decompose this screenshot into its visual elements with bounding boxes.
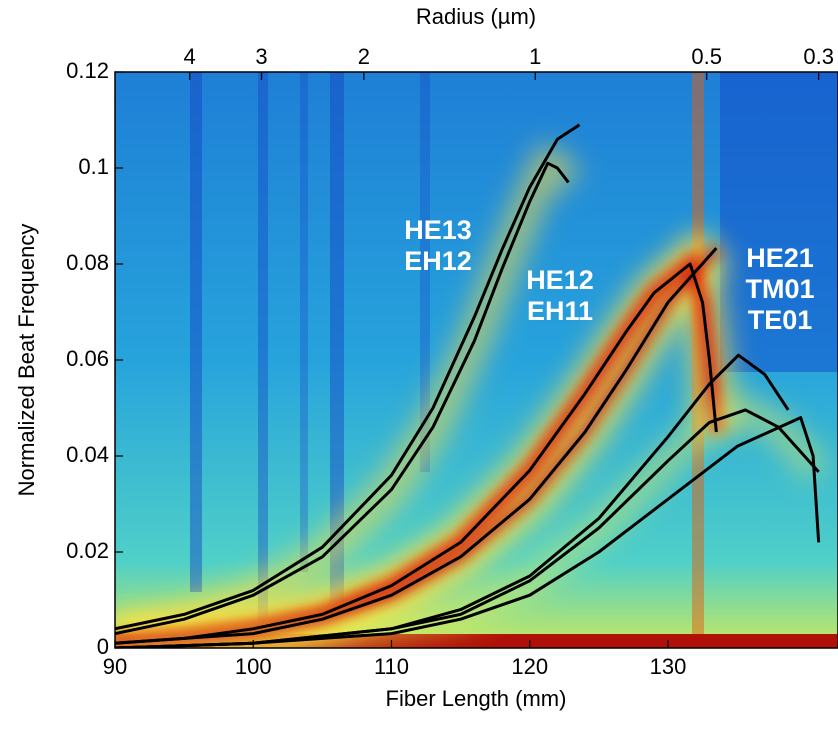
x2-tick-label: 0.5 (691, 44, 722, 69)
x-tick-label: 130 (650, 654, 687, 679)
mode-label: EH12 (404, 246, 472, 276)
x2-tick-label: 3 (255, 44, 267, 69)
x2-tick-label: 0.3 (803, 44, 834, 69)
mode-label: TM01 (745, 274, 814, 304)
x-tick-label: 100 (235, 654, 272, 679)
mode-label: HE12 (526, 265, 594, 295)
x2-tick-label: 2 (358, 44, 370, 69)
x-tick-label: 110 (374, 654, 409, 679)
y-tick-label: 0.12 (66, 58, 109, 83)
curve (115, 416, 821, 648)
y-tick-label: 0.04 (66, 442, 109, 467)
streak (420, 72, 430, 472)
x2-tick-label: 1 (529, 44, 541, 69)
y-tick-label: 0.1 (78, 154, 109, 179)
mode-label: HE13 (404, 215, 472, 245)
streak (720, 72, 838, 372)
x-axis-label: Fiber Length (mm) (386, 686, 567, 711)
streak (258, 72, 268, 622)
x-tick-label: 90 (103, 654, 127, 679)
streak (190, 72, 202, 592)
y-tick-label: 0.02 (66, 538, 109, 563)
curve (115, 408, 820, 648)
x2-axis-label: Radius (µm) (416, 4, 536, 29)
streak (300, 72, 308, 572)
curve (115, 247, 718, 645)
mode-label: EH11 (527, 296, 593, 326)
curve (115, 123, 581, 631)
y-tick-label: 0.08 (66, 250, 109, 275)
y-tick-label: 0.06 (66, 346, 109, 371)
mode-label: HE21 (746, 243, 814, 273)
y-tick-label: 0 (97, 634, 109, 659)
mode-label: TE01 (748, 305, 813, 335)
curves (115, 123, 821, 648)
y-axis-label: Normalized Beat Frequency (14, 224, 39, 497)
curve (115, 161, 570, 636)
x-tick-label: 120 (511, 654, 548, 679)
x2-tick-label: 4 (184, 44, 196, 69)
curve (115, 262, 718, 645)
streak (330, 72, 344, 602)
